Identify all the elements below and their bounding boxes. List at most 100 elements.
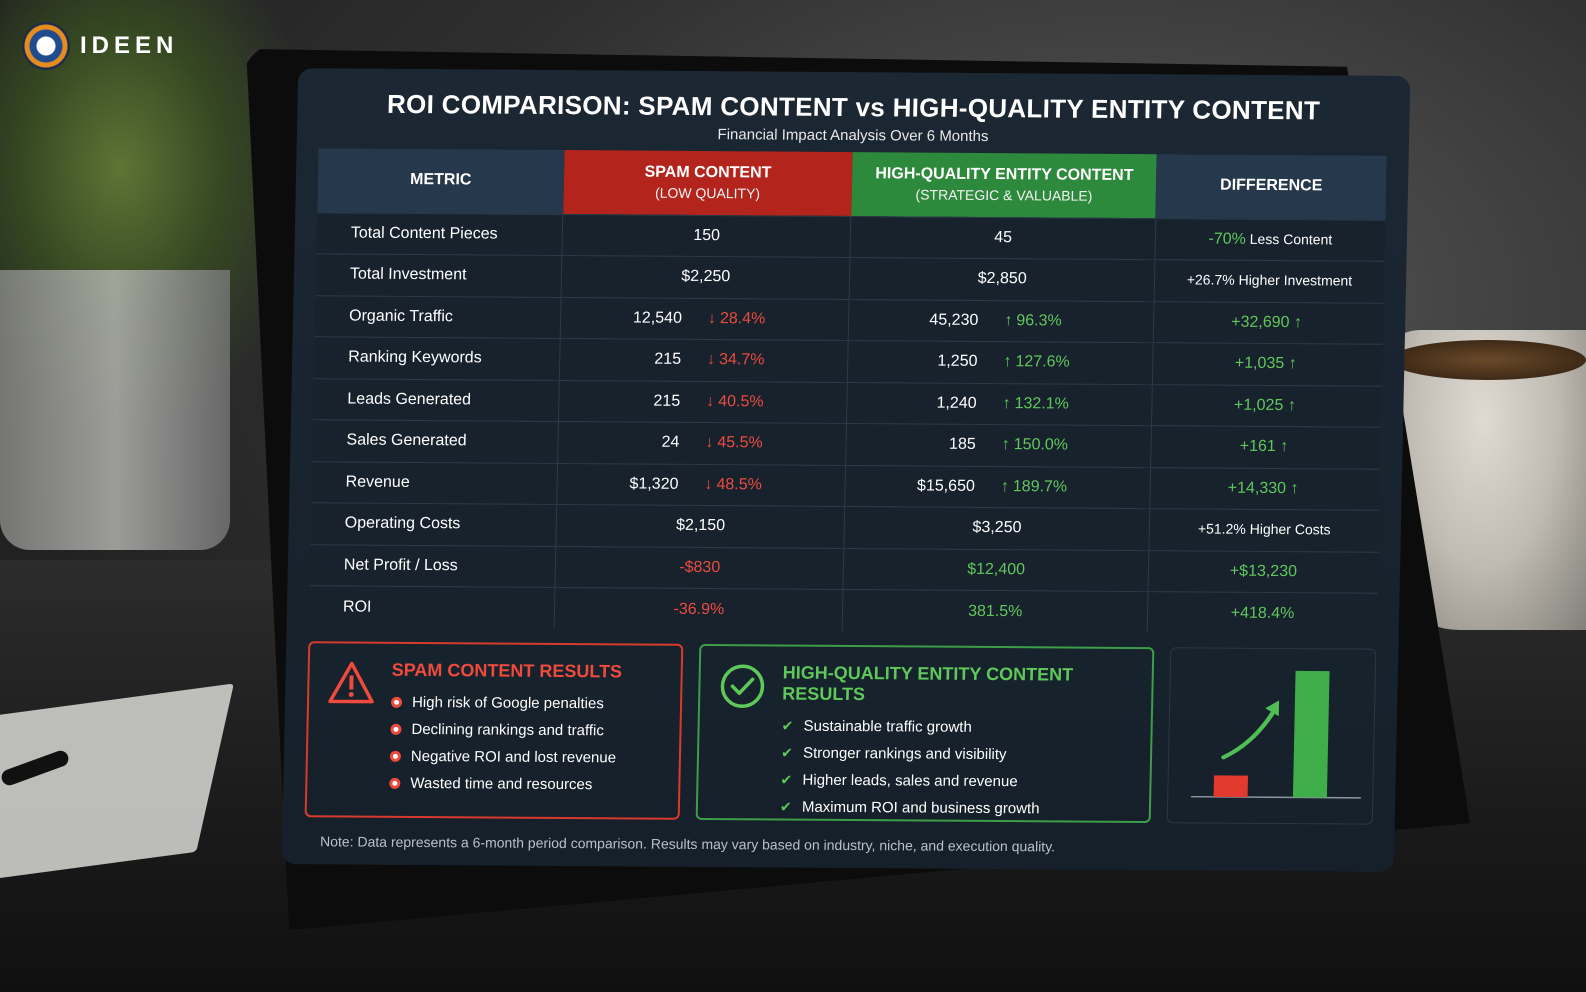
column-subheader-spam: (LOW QUALITY): [654, 184, 761, 202]
check-icon: ✔: [779, 798, 792, 815]
table-row: Leads Generated 215 ↓ 40.5% 1,240 ↑ 132.1% +1,0…: [312, 378, 1382, 428]
hq-change: ↑ 189.7%: [1000, 477, 1068, 496]
spam-results-title: SPAM CONTENT RESULTS: [391, 659, 623, 682]
list-item: Declining rankings and traffic: [390, 716, 621, 745]
hq-change: ↑ 96.3%: [1004, 311, 1062, 330]
hq-cell: $3,250: [844, 506, 1150, 551]
metric-label: Ranking Keywords: [313, 336, 561, 381]
hq-value: $3,250: [972, 519, 1022, 537]
difference-value: -70%: [1208, 230, 1247, 248]
growth-arrow-icon: [1221, 708, 1277, 760]
table-row: Operating Costs $2,150 $3,250 +51.2% Higher…: [310, 502, 1380, 552]
hq-cell: $2,850: [849, 257, 1155, 302]
column-header-spam: SPAM CONTENT (LOW QUALITY): [562, 150, 853, 217]
hq-cell: 1,250 ↑ 127.6%: [847, 340, 1154, 385]
difference-note: Less Content: [1245, 230, 1333, 248]
spam-results-list: High risk of Google penalties Declining …: [389, 689, 622, 799]
difference-cell: +1,035 ↑: [1152, 342, 1383, 386]
arrow-up-icon: ↑: [1004, 311, 1013, 329]
list-item: ✔ Maximum ROI and business growth: [780, 794, 1132, 823]
difference-cell: +26.7% Higher Investment: [1153, 259, 1385, 303]
spam-cell: $2,250: [561, 255, 851, 300]
list-item: ✔ Higher leads, sales and revenue: [780, 767, 1132, 796]
hq-value: 45,230: [929, 311, 979, 329]
hq-value: 381.5%: [967, 602, 1023, 620]
spam-value: -36.9%: [673, 600, 725, 618]
spam-cell: -$830: [555, 545, 845, 590]
difference-value: +418.4%: [1230, 604, 1295, 622]
roi-comparison-table: METRIC SPAM CONTENT (LOW QUALITY) HIGH-Q…: [308, 148, 1387, 635]
spam-cell: $2,150: [555, 504, 846, 548]
spam-value: $1,320: [629, 475, 679, 493]
hq-change: ↑ 127.6%: [1003, 353, 1070, 371]
difference-note: +26.7% Higher Investment: [1186, 271, 1353, 289]
arrow-up-icon: ↑: [1280, 438, 1289, 456]
spam-change: ↓ 34.7%: [706, 351, 765, 369]
difference-cell: +161 ↑: [1150, 425, 1382, 469]
column-header-metric: METRIC: [317, 148, 565, 215]
spam-value: 150: [693, 226, 721, 244]
hq-change: ↑ 132.1%: [1002, 394, 1070, 413]
spam-cell: 12,540 ↓ 28.4%: [560, 297, 850, 341]
spam-value: 215: [653, 392, 681, 410]
spam-value: $2,150: [675, 517, 726, 535]
table-row: Total Content Pieces 150 45 -70% Less Conte…: [316, 212, 1386, 262]
metric-label: Net Profit / Loss: [309, 544, 556, 588]
difference-note: +51.2% Higher Costs: [1197, 520, 1331, 538]
spam-value: 12,540: [632, 309, 683, 327]
hq-cell: 381.5%: [842, 589, 1148, 634]
list-item: ✔ Stronger rankings and visibility: [781, 740, 1133, 769]
hq-cell: 1,240 ↑ 132.1%: [846, 382, 1153, 426]
metric-label: Revenue: [311, 461, 558, 505]
metric-label: ROI: [308, 585, 556, 629]
hq-value: 1,240: [936, 394, 977, 412]
list-item: Negative ROI and lost revenue: [389, 743, 621, 772]
hq-cell: $15,650 ↑ 189.7%: [845, 465, 1151, 509]
bullet-icon: [390, 723, 402, 735]
background-pot: [0, 270, 230, 550]
mini-growth-chart: [1166, 647, 1377, 825]
difference-cell: +32,690 ↑: [1153, 301, 1384, 345]
hq-cell: 185 ↑ 150.0%: [846, 423, 1152, 468]
results-section: SPAM CONTENT RESULTS High risk of Google…: [304, 641, 1377, 825]
table-row: Revenue $1,320 ↓ 48.5% $15,650 ↑ 189.7% +14,330…: [311, 461, 1381, 511]
arrow-down-icon: ↓: [706, 351, 716, 369]
bullet-icon: [389, 750, 402, 762]
spam-change: ↓ 40.5%: [706, 392, 764, 411]
metric-label: Total Content Pieces: [316, 212, 563, 256]
page-subtitle: Financial Impact Analysis Over 6 Months: [717, 126, 989, 146]
hq-value: $15,650: [916, 477, 976, 495]
difference-value: +1,035: [1234, 354, 1285, 373]
brand-name: IDEEN: [80, 32, 179, 59]
spam-cell: $1,320 ↓ 48.5%: [556, 462, 847, 507]
arrow-up-icon: ↑: [1001, 436, 1010, 454]
arrow-up-icon: ↑: [1002, 394, 1011, 412]
arrow-up-icon: ↑: [1000, 477, 1010, 495]
table-row: Ranking Keywords 215 ↓ 34.7% 1,250 ↑ 127.6% +1,…: [313, 336, 1383, 386]
difference-value: +14,330: [1227, 479, 1287, 497]
hq-results-title: HIGH-QUALITY ENTITY CONTENT RESULTS: [782, 662, 1074, 705]
difference-cell: -70% Less Content: [1154, 218, 1386, 262]
arrow-down-icon: ↓: [707, 309, 717, 327]
spam-change: ↓ 48.5%: [704, 475, 763, 494]
page-title: ROI COMPARISON: SPAM CONTENT vs HIGH-QUA…: [386, 88, 1321, 126]
arrow-down-icon: ↓: [705, 434, 714, 452]
spam-change: ↓ 45.5%: [705, 434, 763, 452]
growth-arrowhead-icon: [1265, 700, 1280, 717]
difference-cell: +51.2% Higher Costs: [1148, 508, 1380, 552]
spam-cell: 150: [562, 214, 852, 258]
spam-results-box: SPAM CONTENT RESULTS High risk of Google…: [304, 641, 684, 820]
arrow-up-icon: ↑: [1003, 353, 1012, 371]
check-circle-icon: [720, 664, 765, 709]
hq-value: $12,400: [967, 560, 1026, 578]
list-item: Wasted time and resources: [389, 770, 620, 799]
spam-value: -$830: [679, 558, 721, 576]
hq-value: 1,250: [937, 352, 978, 371]
spam-cell: -36.9%: [554, 587, 844, 631]
hq-cell: 45,230 ↑ 96.3%: [848, 299, 1154, 343]
hq-cell: 45: [850, 216, 1156, 260]
spam-value: 24: [661, 433, 680, 452]
spam-value: $2,250: [681, 268, 731, 286]
metric-label: Sales Generated: [312, 419, 559, 463]
arrow-down-icon: ↓: [704, 475, 713, 493]
